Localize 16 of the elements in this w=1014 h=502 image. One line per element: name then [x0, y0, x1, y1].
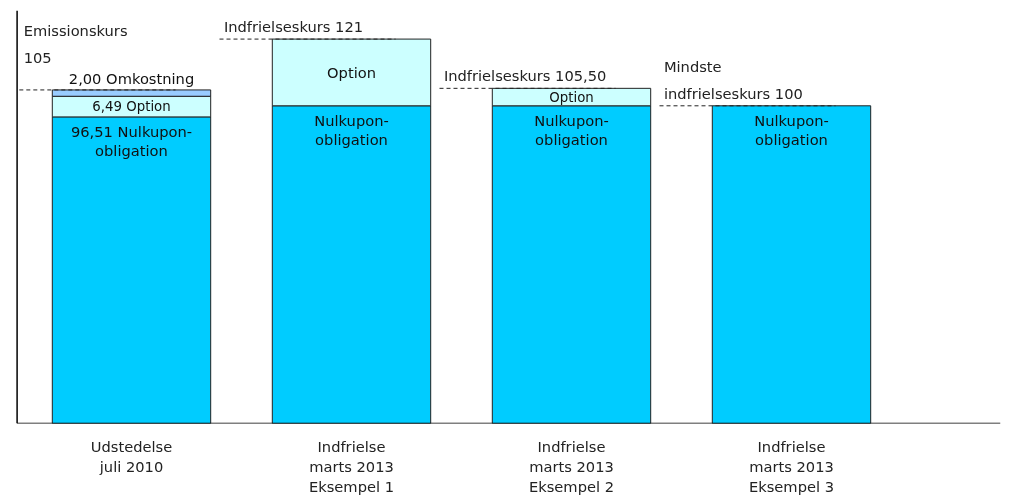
x-tick-label: Indfrielse marts 2013 Eksempel 2 — [528, 437, 615, 496]
data-label: 6,49 Option — [92, 99, 171, 115]
annotation: Emissionskurs 105 — [23, 21, 128, 66]
data-label: 2,00 Omkostning — [68, 69, 195, 87]
x-tick-label: Indfrielse marts 2013 Eksempel 1 — [308, 437, 395, 496]
x-tick-label: Udstedelse juli 2010 — [90, 437, 173, 475]
annotation: Mindste indfrielseskurs 100 — [663, 57, 803, 102]
annotation: Indfrielseskurs 121 — [223, 18, 364, 36]
annotation: Indfrielseskurs 105,50 — [443, 67, 607, 85]
x-tick-label: Indfrielse marts 2013 Eksempel 3 — [748, 437, 835, 496]
data-label: Nulkupon- obligation — [754, 111, 829, 149]
data-label: 96,51 Nulkupon- obligation — [70, 122, 193, 160]
data-label: Nulkupon- obligation — [314, 111, 389, 149]
data-label: Nulkupon- obligation — [534, 111, 609, 149]
data-label: Option — [327, 63, 376, 81]
data-label: Option — [549, 89, 594, 105]
